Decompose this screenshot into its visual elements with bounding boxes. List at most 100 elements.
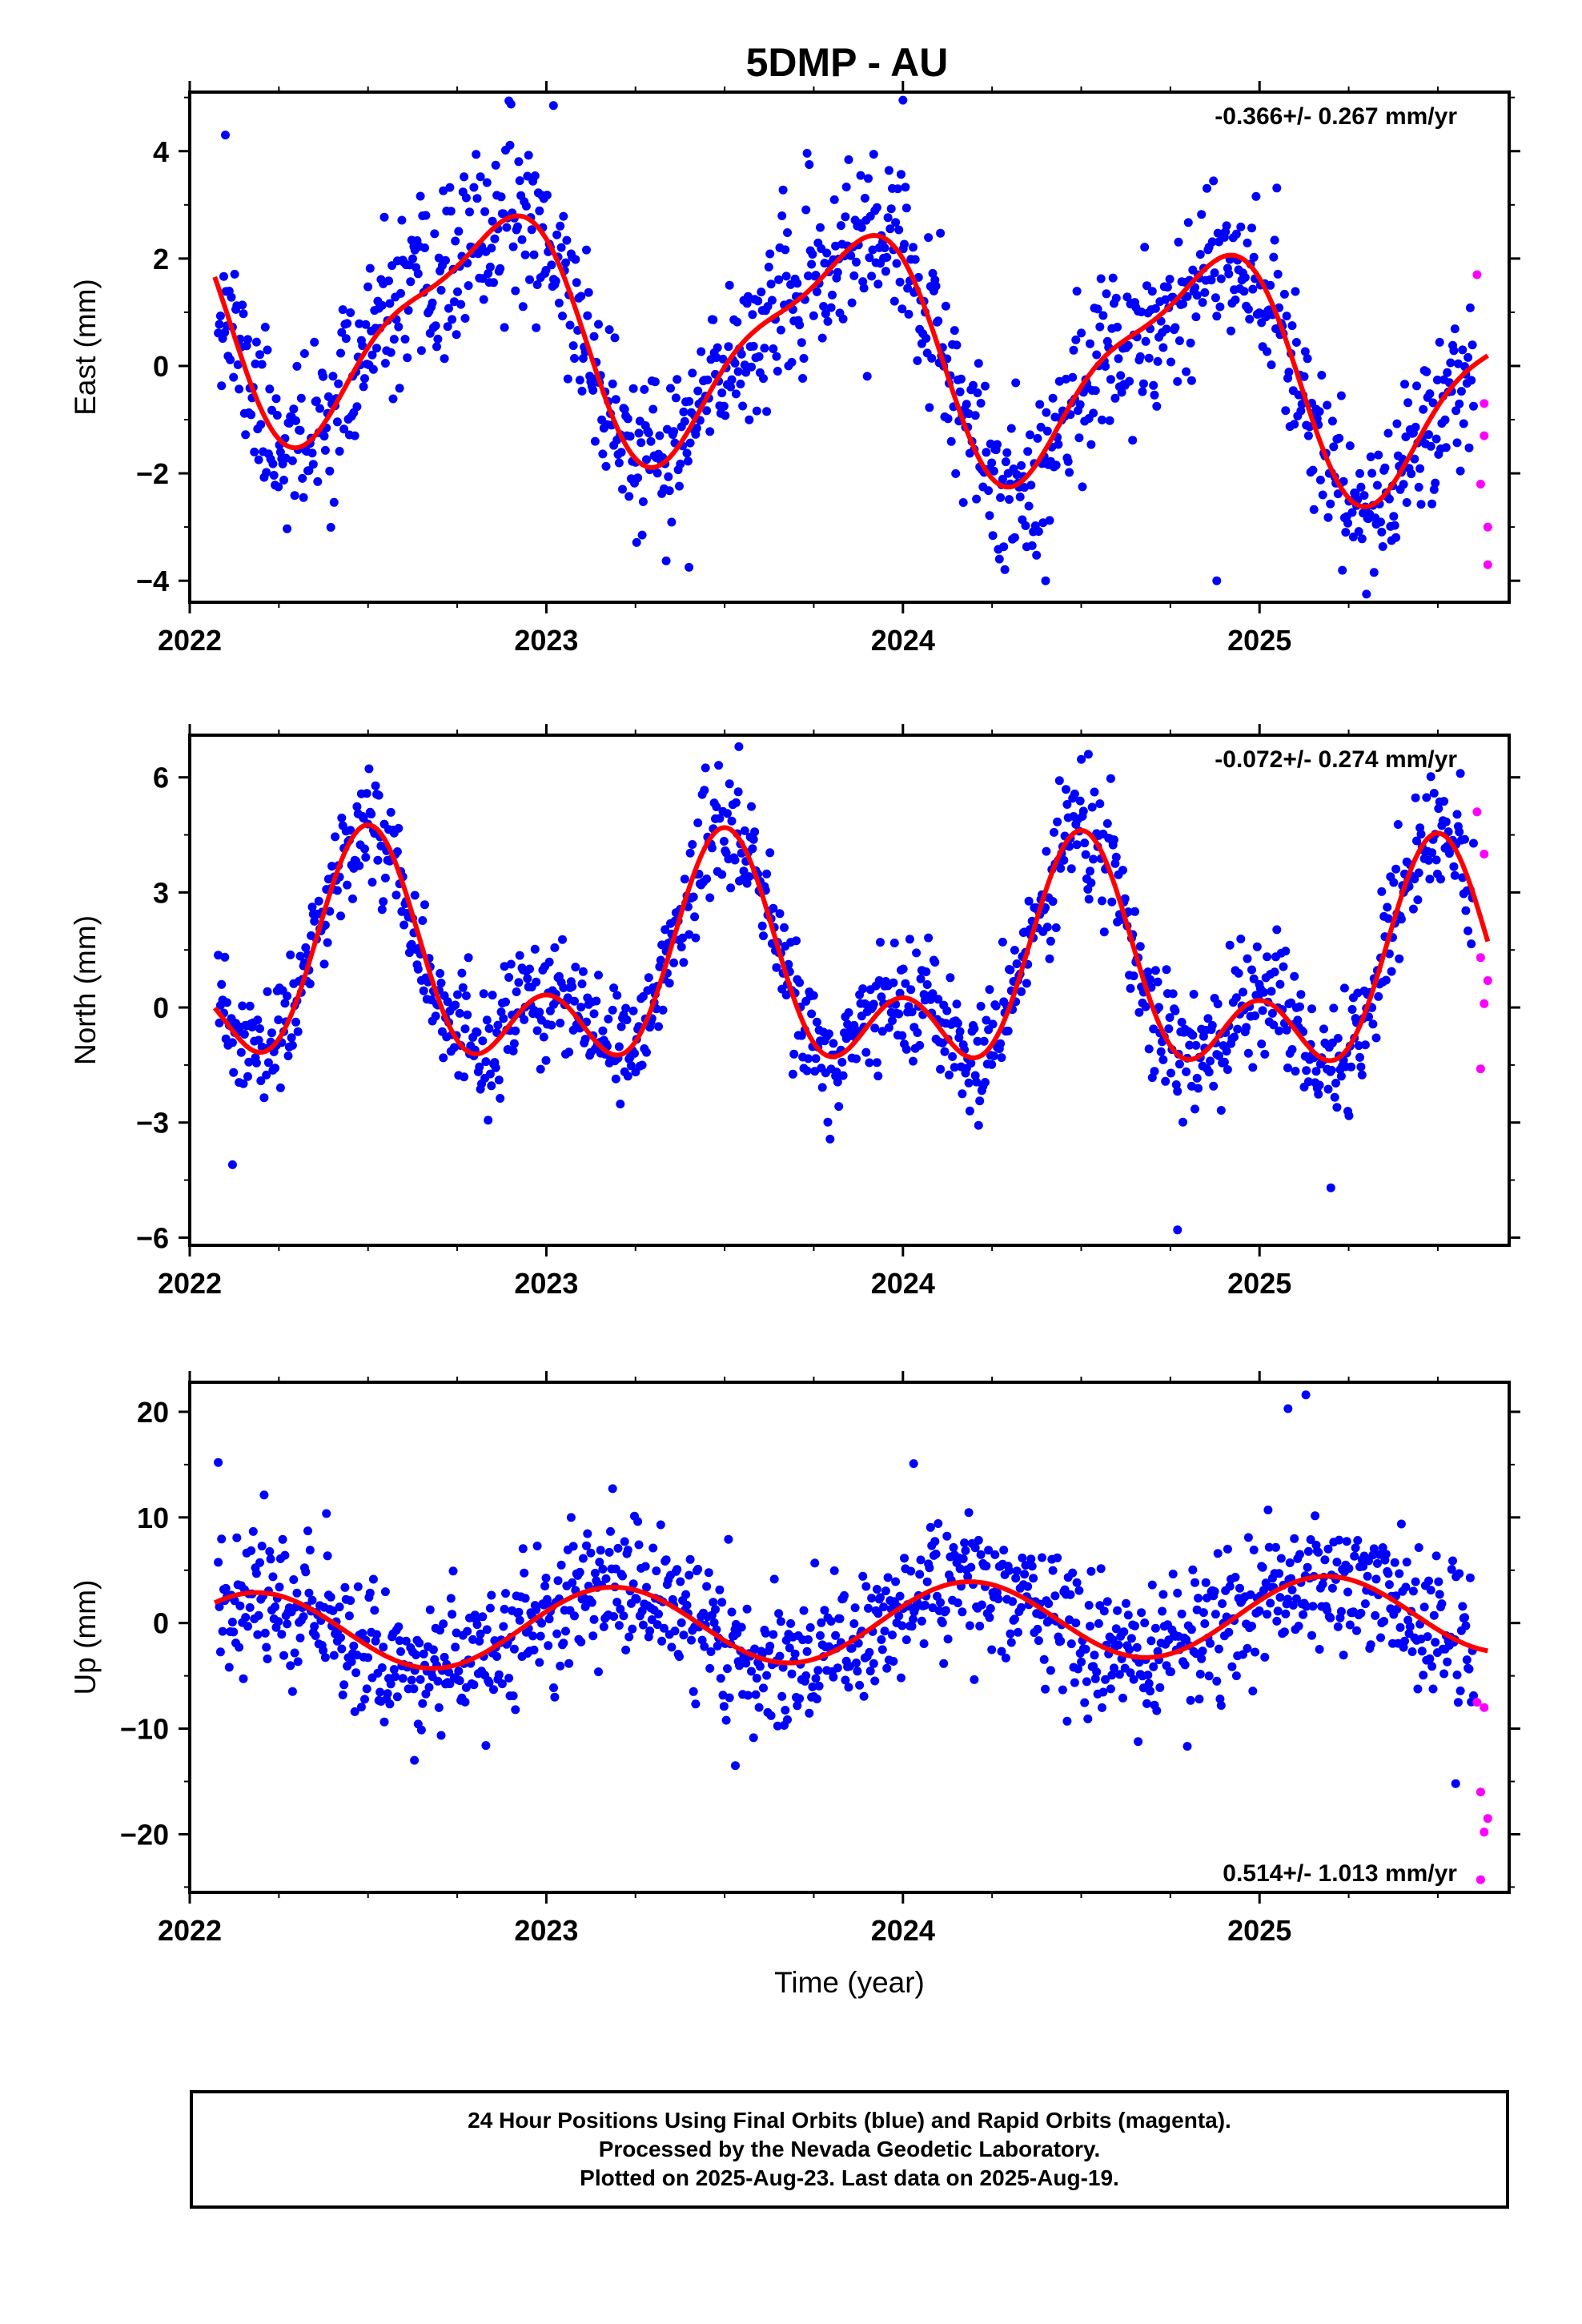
data-point [766,279,776,289]
data-point [702,1582,712,1591]
data-point [1086,879,1096,887]
data-point [897,1621,907,1630]
data-point [1058,1685,1067,1695]
data-point [1188,1031,1198,1040]
data-point [721,411,730,420]
data-point [515,1615,524,1625]
data-point [1353,1536,1363,1545]
data-point [260,1628,270,1638]
data-point [1203,183,1211,193]
data-point [961,1546,970,1555]
data-point [287,1033,296,1043]
data-point [529,1645,539,1655]
data-point [1281,947,1291,956]
data-point [326,523,335,532]
data-point [633,473,643,483]
data-point [774,275,784,284]
data-point [1344,1564,1354,1573]
data-point [425,1605,435,1614]
data-point [512,987,521,996]
data-point [1259,1586,1268,1595]
data-point [895,277,905,287]
data-point [1281,1609,1291,1618]
data-point [700,786,709,795]
data-point [976,399,986,408]
data-point [386,1679,396,1689]
data-point [986,1604,995,1613]
data-point [460,172,469,182]
data-point [1074,1664,1082,1674]
data-point [1200,287,1210,297]
data-point [478,1612,488,1622]
data-point [370,1606,379,1615]
data-point [275,448,285,457]
data-point [776,1617,785,1626]
data-point [468,1634,478,1644]
data-point [224,1663,234,1672]
data-point [671,393,681,403]
data-point [733,317,742,327]
data-point [350,1707,359,1716]
data-point [1311,1511,1320,1521]
data-point [1102,289,1111,299]
data-point [707,843,717,853]
data-point [596,1546,605,1555]
data-point [290,491,299,501]
data-point [506,99,516,109]
data-point [1191,1040,1201,1050]
data-point [274,1617,283,1626]
rate-label: -0.072+/- 0.274 mm/yr [1215,746,1457,773]
data-point [833,1663,842,1673]
data-point [805,160,814,169]
data-point [472,150,481,159]
data-point [336,348,345,358]
data-point [1149,1024,1158,1034]
data-point [864,174,873,183]
data-point [688,368,697,378]
data-point [1171,1080,1181,1089]
data-point [783,228,792,237]
data-point [884,166,893,175]
data-point [829,195,839,204]
data-point [1368,1019,1378,1029]
data-point [675,1652,684,1662]
data-point [478,1036,488,1046]
data-point [1400,380,1409,389]
data-point [1441,817,1451,826]
data-point [343,880,352,890]
y-axis-label: Up (mm) [69,1580,102,1695]
data-point [1282,1025,1291,1035]
data-point [523,974,532,983]
data-point [1424,855,1433,865]
data-point [465,207,474,217]
data-point [1327,1065,1336,1075]
data-point [1075,796,1085,806]
data-point [1081,850,1090,859]
data-point [1150,966,1160,975]
data-point [1333,1034,1343,1043]
data-point [1384,494,1394,504]
data-point [844,155,853,164]
data-point [1269,252,1279,262]
data-point [377,300,387,310]
data-point [424,1683,434,1692]
data-point [460,1072,469,1082]
data-point-rapid [1476,480,1485,489]
data-point [1123,340,1133,350]
data-point [238,1001,247,1011]
data-point [380,359,390,368]
data-point [556,1560,566,1570]
data-point [1062,1716,1072,1726]
data-point [789,1049,799,1059]
data-point [840,1590,849,1600]
data-point [642,1582,651,1592]
data-point [783,1715,792,1724]
data-point [1200,1619,1210,1628]
data-point [1101,1675,1110,1684]
data-point [1036,422,1046,432]
data-point [952,340,962,350]
data-point [436,979,446,987]
data-point [514,978,524,987]
data-point [640,384,649,394]
data-point [941,301,950,311]
